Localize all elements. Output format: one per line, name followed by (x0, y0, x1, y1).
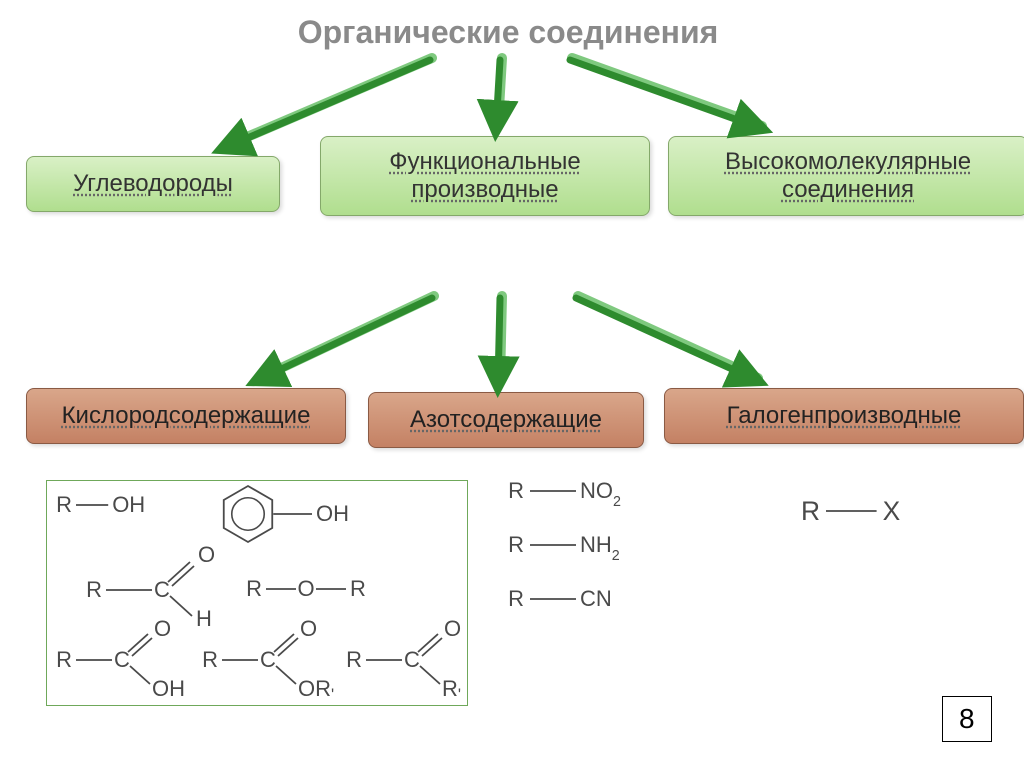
svg-text:C: C (154, 577, 170, 602)
svg-text:O: O (198, 542, 215, 567)
svg-text:C: C (260, 647, 276, 672)
svg-text:R: R (508, 478, 524, 503)
svg-text:OH: OH (152, 676, 185, 701)
svg-text:C: C (114, 647, 130, 672)
chem-formulas-svg: ROHOHRCOHRORRCOOHRCOOR'RCOR'RNO2RNH2RCNR… (0, 0, 1024, 768)
svg-text:CN: CN (580, 586, 612, 611)
svg-text:R: R (202, 647, 218, 672)
svg-text:OR': OR' (298, 676, 334, 704)
svg-text:R: R (508, 586, 524, 611)
svg-text:O: O (300, 616, 317, 641)
svg-text:R: R (86, 577, 102, 602)
svg-text:R: R (246, 576, 262, 601)
svg-text:X: X (883, 496, 901, 526)
svg-text:R': R' (442, 676, 461, 704)
svg-text:OH: OH (112, 492, 145, 517)
svg-text:H: H (196, 606, 212, 631)
svg-text:OH: OH (316, 501, 349, 526)
svg-text:O: O (444, 616, 461, 641)
svg-text:R: R (56, 647, 72, 672)
svg-text:R: R (508, 532, 524, 557)
svg-text:C: C (404, 647, 420, 672)
svg-text:R: R (346, 647, 362, 672)
svg-text:R: R (801, 496, 820, 526)
svg-text:NH2: NH2 (580, 532, 620, 564)
svg-text:R: R (56, 492, 72, 517)
svg-text:NO2: NO2 (580, 478, 621, 510)
svg-text:O: O (297, 576, 314, 601)
page-number: 8 (942, 696, 992, 742)
svg-text:O: O (154, 616, 171, 641)
svg-text:R: R (350, 576, 366, 601)
